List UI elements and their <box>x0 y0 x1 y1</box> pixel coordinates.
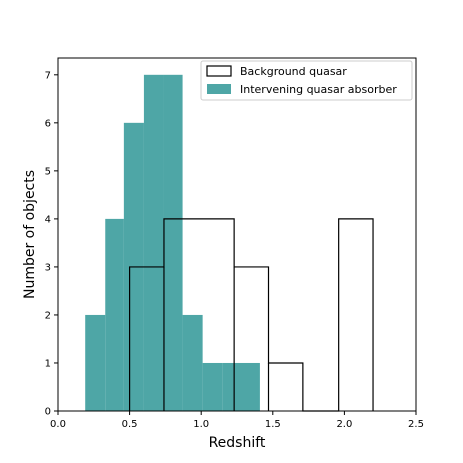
background-quasar-outline <box>129 218 374 412</box>
y-tick-label: 6 <box>45 118 51 129</box>
y-tick-label: 4 <box>45 214 51 225</box>
x-tick-label: 1.0 <box>193 419 209 430</box>
background-quasar-step <box>129 218 374 412</box>
legend-swatch-background-quasar <box>206 65 232 77</box>
y-tick-label: 7 <box>45 70 51 81</box>
x-axis-label: Redshift <box>209 435 266 451</box>
y-tick-label: 1 <box>45 358 51 369</box>
y-axis-label: Number of objects <box>22 170 38 299</box>
absorber-bar-1 <box>105 218 124 411</box>
absorber-bars <box>85 74 260 412</box>
y-tick-label: 2 <box>45 310 51 321</box>
y-tick-label: 0 <box>45 407 51 418</box>
absorber-bar-3 <box>143 74 164 412</box>
legend-label-intervening-absorber: Intervening quasar absorber <box>240 83 397 96</box>
legend-box <box>200 60 413 101</box>
legend-label-background-quasar: Background quasar <box>240 65 347 78</box>
legend-swatch-intervening-absorber <box>207 84 231 94</box>
x-tick-label: 0.0 <box>50 419 66 430</box>
x-tick-label: 1.5 <box>265 419 281 430</box>
absorber-bar-4 <box>163 74 183 412</box>
y-axis-ticks: 0 1 2 3 4 5 6 7 <box>45 70 58 418</box>
x-tick-label: 2.0 <box>336 419 352 430</box>
x-axis-ticks: 0.0 0.5 1.0 1.5 2.0 2.5 <box>50 411 424 430</box>
absorber-bar-5 <box>182 314 203 411</box>
x-tick-label: 2.5 <box>408 419 424 430</box>
x-tick-label: 0.5 <box>122 419 138 430</box>
absorber-bar-0 <box>85 314 106 411</box>
y-tick-label: 3 <box>45 262 51 273</box>
absorber-bar-6 <box>202 362 223 411</box>
absorber-bar-7 <box>222 362 260 411</box>
axes-frame <box>57 57 417 412</box>
y-tick-label: 5 <box>45 166 51 177</box>
legend: Background quasar Intervening quasar abs… <box>200 60 413 101</box>
